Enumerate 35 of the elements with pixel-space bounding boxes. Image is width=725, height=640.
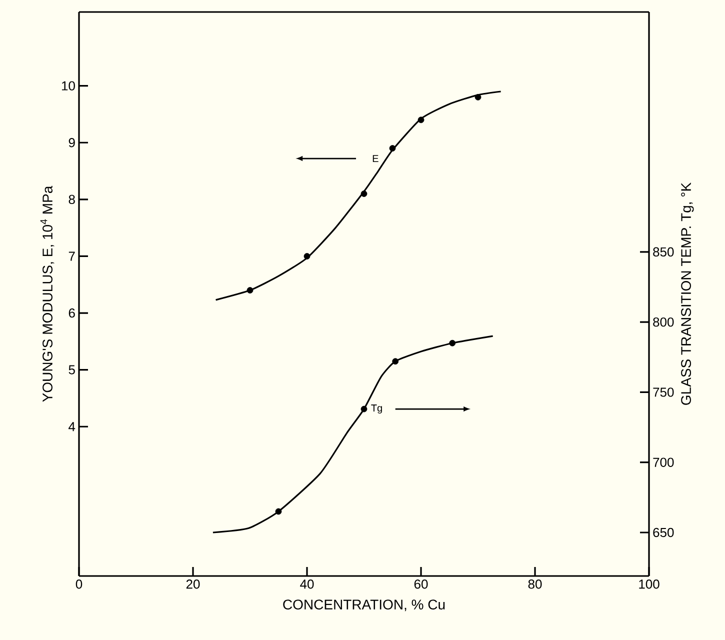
y-tick-label: 8 — [68, 194, 75, 204]
point — [360, 406, 368, 412]
line-series — [212, 335, 494, 534]
y-tick-label: 10 — [62, 81, 75, 90]
y2-tick-label: 700 — [653, 458, 674, 467]
point — [392, 358, 399, 365]
series-label: Tg — [371, 404, 382, 414]
x-axis-title: CONCENTRATION, % Cu — [283, 600, 445, 612]
point — [449, 340, 456, 346]
y2-tick-label: 850 — [653, 247, 674, 257]
point — [304, 253, 310, 260]
point — [360, 190, 368, 197]
y2-axis-title: GLASS TRANSITION TEMP. Tg, °K — [681, 182, 694, 405]
x-tick-label: 100 — [639, 580, 660, 589]
y2-tick-label: 650 — [653, 528, 674, 538]
series-label: E — [372, 155, 378, 162]
y-tick-label: 4 — [68, 422, 76, 432]
x-tick-label: 20 — [186, 580, 200, 589]
point — [275, 508, 282, 515]
point — [474, 94, 482, 100]
point — [246, 287, 254, 294]
y2-tick-label: 750 — [653, 388, 674, 397]
y-tick-label: 6 — [68, 308, 75, 318]
x-tick-label: 0 — [76, 580, 82, 589]
y-tick-label: 5 — [68, 365, 75, 374]
y-tick-label: 9 — [68, 138, 75, 148]
x-tick-label: 40 — [300, 580, 314, 589]
y-axis-title: YOUNG'S MODULUS, E, 10$^{4}$ MPa — [40, 186, 54, 402]
y2-tick-label: 800 — [653, 317, 674, 327]
x-tick-label: 60 — [414, 580, 428, 589]
point — [389, 145, 396, 152]
point — [418, 116, 424, 124]
x-tick-label: 80 — [528, 580, 542, 589]
y-tick-label: 7 — [68, 252, 75, 261]
line-series — [215, 90, 502, 301]
